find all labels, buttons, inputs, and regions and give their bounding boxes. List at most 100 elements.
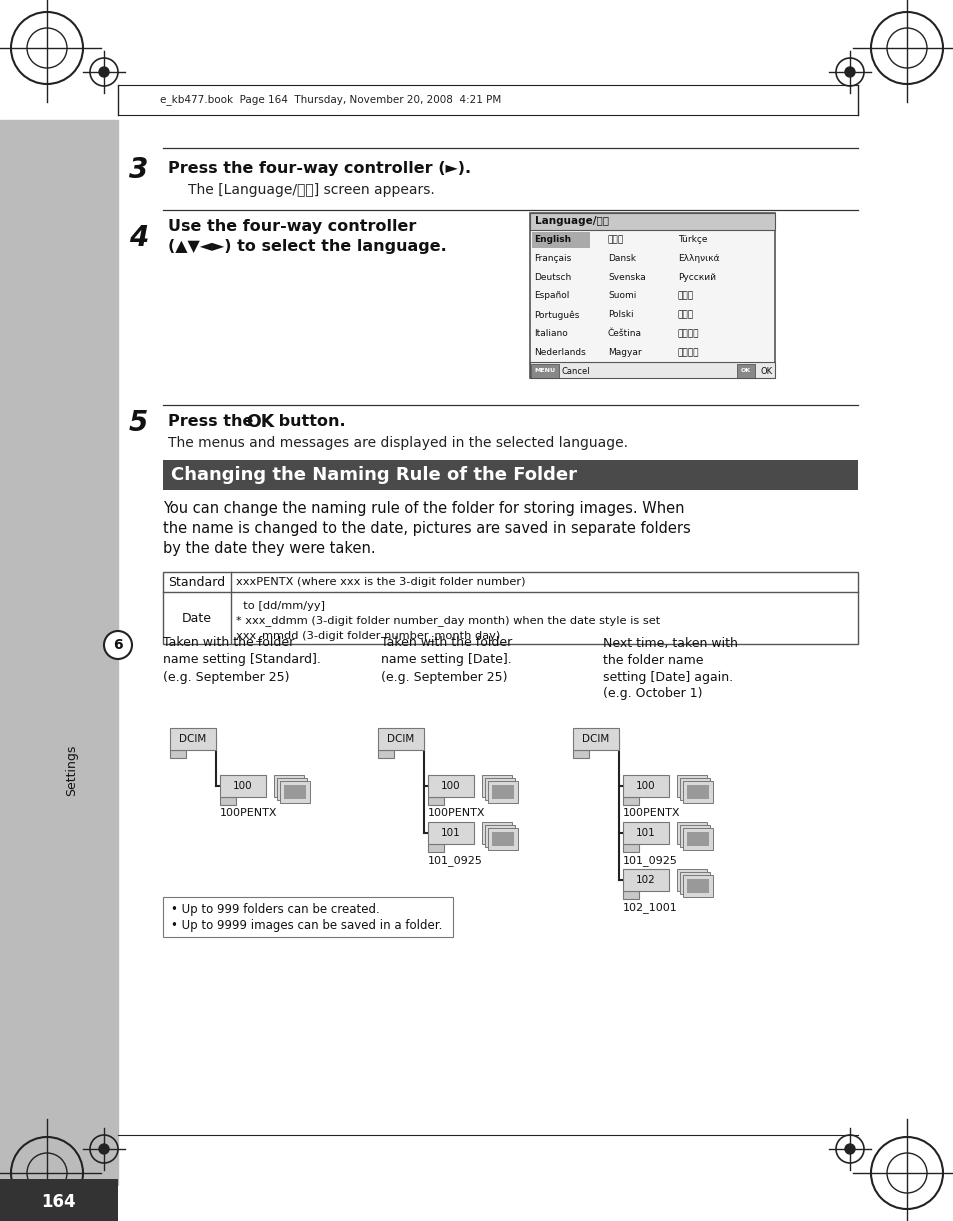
Text: Cancel: Cancel: [561, 366, 590, 376]
Bar: [492, 832, 514, 846]
Text: Taken with the folder: Taken with the folder: [380, 636, 512, 650]
Bar: [573, 728, 618, 750]
Text: MENU: MENU: [534, 369, 555, 374]
Bar: [683, 829, 705, 842]
Bar: [530, 361, 774, 379]
Text: DCIM: DCIM: [387, 734, 415, 744]
Bar: [679, 872, 709, 894]
Text: by the date they were taken.: by the date they were taken.: [163, 541, 375, 556]
Polygon shape: [622, 797, 639, 805]
Text: OK: OK: [760, 366, 772, 376]
Text: 中文简体: 中文简体: [678, 348, 699, 357]
Text: The [Language/言語] screen appears.: The [Language/言語] screen appears.: [188, 183, 435, 197]
Text: Press the: Press the: [168, 414, 258, 430]
Circle shape: [99, 67, 109, 77]
Text: 6: 6: [113, 639, 123, 652]
Polygon shape: [622, 844, 639, 852]
Bar: [274, 775, 304, 797]
Polygon shape: [220, 797, 235, 805]
Text: e_kb477.book  Page 164  Thursday, November 20, 2008  4:21 PM: e_kb477.book Page 164 Thursday, November…: [160, 94, 500, 105]
Bar: [682, 875, 712, 897]
Text: Language/言語: Language/言語: [535, 216, 608, 227]
Bar: [281, 781, 303, 796]
Polygon shape: [622, 891, 639, 899]
Text: 101: 101: [440, 828, 460, 838]
Text: DCIM: DCIM: [581, 734, 609, 744]
Text: 102: 102: [636, 875, 655, 885]
Text: Ελληνικά: Ελληνικά: [678, 254, 719, 263]
Polygon shape: [377, 750, 394, 758]
Text: Standard: Standard: [169, 575, 225, 589]
Polygon shape: [573, 750, 588, 758]
Text: to [dd/mm/yy]: to [dd/mm/yy]: [235, 601, 325, 610]
Bar: [683, 875, 705, 890]
Text: * xxx_ddmm (3-digit folder number_day month) when the date style is set: * xxx_ddmm (3-digit folder number_day mo…: [235, 615, 659, 626]
Bar: [488, 781, 517, 803]
Bar: [530, 212, 774, 379]
Text: Dansk: Dansk: [607, 254, 636, 263]
Bar: [485, 825, 507, 840]
Text: 4: 4: [129, 223, 148, 252]
Text: 100: 100: [636, 781, 655, 791]
Text: 101_0925: 101_0925: [622, 855, 678, 866]
Text: Polski: Polski: [607, 310, 633, 320]
Bar: [481, 822, 512, 844]
Text: OK: OK: [740, 369, 750, 374]
Text: 中文繁體: 中文繁體: [678, 330, 699, 338]
Text: 100: 100: [440, 781, 460, 791]
Polygon shape: [170, 750, 186, 758]
Text: ไทย: ไทย: [678, 292, 694, 300]
Polygon shape: [428, 844, 443, 852]
Bar: [488, 828, 517, 850]
Text: Date: Date: [182, 612, 212, 624]
Bar: [377, 728, 423, 750]
Text: OK: OK: [246, 413, 274, 431]
Text: Taken with the folder: Taken with the folder: [163, 636, 294, 650]
Text: 100PENTX: 100PENTX: [622, 808, 679, 818]
Text: Suomi: Suomi: [607, 292, 636, 300]
Bar: [622, 869, 668, 891]
Text: Português: Português: [534, 310, 578, 320]
Text: 101: 101: [636, 828, 655, 838]
Bar: [680, 873, 702, 886]
Text: (e.g. October 1): (e.g. October 1): [602, 687, 701, 701]
Text: Magyar: Magyar: [607, 348, 641, 357]
Text: Deutsch: Deutsch: [534, 272, 571, 282]
Bar: [530, 212, 774, 230]
Text: xxxPENTX (where xxx is the 3-digit folder number): xxxPENTX (where xxx is the 3-digit folde…: [235, 578, 525, 587]
Bar: [622, 822, 668, 844]
Bar: [531, 364, 558, 379]
Bar: [0, 120, 118, 1186]
Text: • Up to 9999 images can be saved in a folder.: • Up to 9999 images can be saved in a fo…: [171, 919, 442, 933]
Text: Русский: Русский: [678, 272, 716, 282]
Text: (e.g. September 25): (e.g. September 25): [163, 670, 289, 684]
Text: Čeština: Čeština: [607, 330, 641, 338]
Text: Español: Español: [534, 292, 569, 300]
Text: name setting [Date].: name setting [Date].: [380, 653, 511, 667]
Text: Français: Français: [534, 254, 571, 263]
Text: 100: 100: [233, 781, 253, 791]
Bar: [163, 897, 453, 937]
Bar: [489, 781, 511, 796]
Bar: [679, 778, 709, 800]
Bar: [532, 232, 589, 248]
Text: Türkçe: Türkçe: [678, 234, 707, 244]
Bar: [284, 785, 306, 799]
Bar: [677, 869, 706, 891]
Polygon shape: [428, 797, 443, 805]
Text: 101_0925: 101_0925: [428, 855, 482, 866]
Text: Settings: Settings: [66, 745, 78, 796]
Bar: [163, 460, 857, 490]
Text: 102_1001: 102_1001: [622, 902, 677, 913]
Circle shape: [844, 1144, 854, 1154]
Text: button.: button.: [273, 414, 345, 430]
Text: Italiano: Italiano: [534, 330, 567, 338]
Text: name setting [Standard].: name setting [Standard].: [163, 653, 320, 667]
Bar: [677, 775, 706, 797]
Text: The menus and messages are displayed in the selected language.: The menus and messages are displayed in …: [168, 436, 627, 451]
Text: Use the four-way controller: Use the four-way controller: [168, 220, 416, 234]
Bar: [737, 364, 754, 379]
Bar: [220, 775, 266, 797]
Bar: [0, 1179, 118, 1221]
Text: Changing the Naming Rule of the Folder: Changing the Naming Rule of the Folder: [171, 466, 577, 484]
